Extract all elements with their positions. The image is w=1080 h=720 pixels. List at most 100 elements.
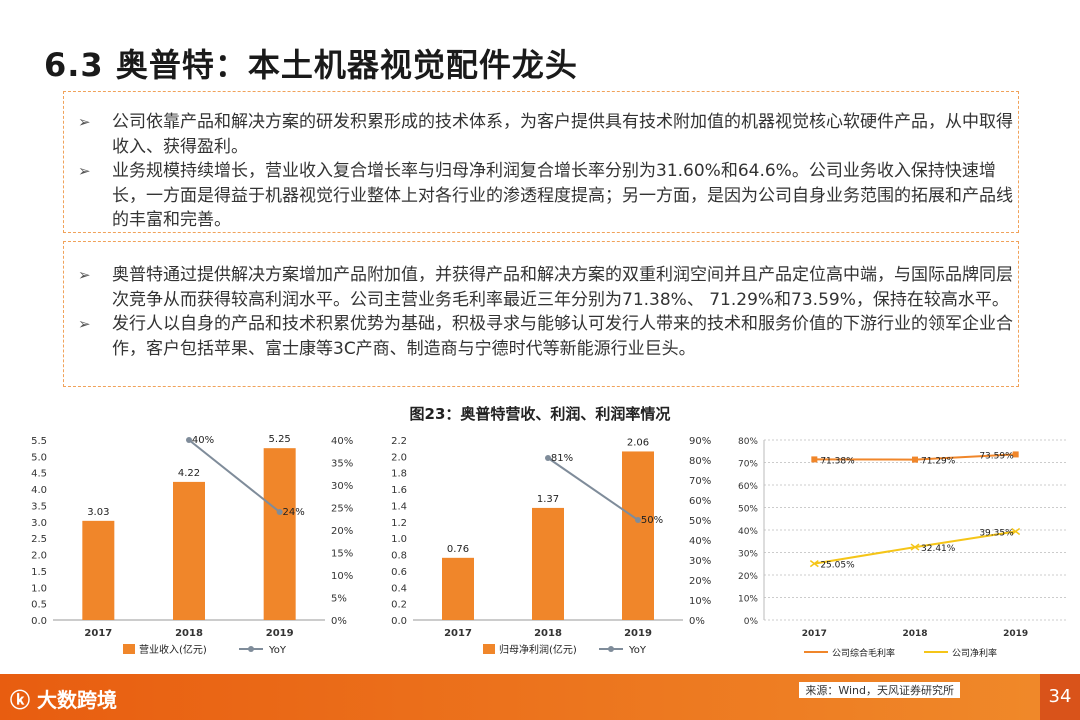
- bar-value-label: 1.37: [537, 494, 559, 505]
- legend-line-label: YoY: [628, 645, 647, 656]
- arrow-bullet-icon: ➢: [78, 315, 91, 333]
- figure-title: 图23：奥普特营收、利润、利润率情况: [409, 405, 671, 423]
- series-value-label: 25.05%: [820, 561, 855, 571]
- y2-tick-label: 20%: [689, 576, 711, 587]
- y-tick-label: 2.0: [31, 551, 47, 562]
- source-note: 来源：Wind，天风证券研究所: [799, 682, 960, 698]
- yoy-line: [547, 457, 639, 521]
- x-tick-label: 2018: [534, 628, 562, 639]
- y-tick-label: 1.4: [391, 501, 407, 512]
- x-tick-label: 2019: [266, 628, 294, 639]
- y-tick-label: 0.4: [391, 583, 407, 594]
- bullet-item: ➢ 业务规模持续增长，营业收入复合增长率与归母净利润复合增长率分别为31.60%和…: [64, 159, 1018, 233]
- y2-tick-label: 90%: [689, 436, 711, 447]
- y-tick-label: 1.0: [31, 583, 47, 594]
- y-tick-label: 1.2: [391, 518, 407, 529]
- y-tick-label: 0.5: [31, 600, 47, 611]
- revenue-chart: 0.0 0.5 1.0 1.5 2.0 2.5 3.0 3.5 4.0 4.5 5.0 5.5 0% 5%…: [31, 434, 353, 656]
- y-tick-label: 50%: [738, 505, 758, 515]
- y2-tick-label: 40%: [331, 436, 353, 447]
- y-tick-label: 20%: [738, 572, 758, 582]
- x-tick-label: 2019: [1003, 629, 1028, 639]
- x-tick-label: 2018: [175, 628, 203, 639]
- y-tick-label: 30%: [738, 550, 758, 560]
- x-tick-label: 2019: [624, 628, 652, 639]
- y-tick-label: 0.0: [391, 616, 407, 627]
- y-tick-label: 0.6: [391, 567, 407, 578]
- bullet-item: ➢ 公司依靠产品和解决方案的研发积累形成的技术体系，为客户提供具有技术附加值的机器…: [64, 110, 1018, 159]
- legend-line-marker: [248, 646, 254, 652]
- series-point: [912, 456, 918, 463]
- footer-logo: ⓚ 大数跨境: [10, 684, 117, 713]
- series-value-label: 71.29%: [921, 457, 956, 467]
- page-number: 34: [1040, 674, 1080, 720]
- x-tick-label: 2017: [84, 628, 112, 639]
- y-tick-label: 1.8: [391, 469, 407, 480]
- y-tick-label: 0.2: [391, 600, 407, 611]
- y-tick-label: 40%: [738, 527, 758, 537]
- x-tick-label: 2017: [444, 628, 472, 639]
- arrow-bullet-icon: ➢: [78, 113, 91, 131]
- y2-tick-label: 20%: [331, 526, 353, 537]
- text-box-1: ➢ 公司依靠产品和解决方案的研发积累形成的技术体系，为客户提供具有技术附加值的机器…: [63, 91, 1019, 233]
- y-tick-label: 60%: [738, 482, 758, 492]
- yoy-value-label: 24%: [283, 507, 305, 518]
- series-value-label: 71.38%: [820, 456, 855, 466]
- bar: [263, 448, 296, 620]
- y2-tick-label: 0%: [331, 616, 347, 627]
- y-tick-label: 0.0: [31, 616, 47, 627]
- y-tick-label: 80%: [738, 437, 758, 447]
- bar: [173, 481, 205, 620]
- bar: [82, 520, 115, 620]
- y-tick-label: 3.5: [31, 501, 47, 512]
- series-value-label: 73.59%: [979, 451, 1014, 461]
- series-point: [910, 543, 920, 551]
- y-tick-label: 70%: [738, 460, 758, 470]
- yoy-value-label: 50%: [641, 515, 663, 526]
- y-tick-label: 2.2: [391, 436, 407, 447]
- yoy-line: [188, 439, 281, 513]
- x-tick-label: 2018: [902, 629, 927, 639]
- bar-value-label: 3.03: [87, 507, 109, 518]
- legend-bar-swatch: [483, 644, 495, 654]
- brand-logo-icon: ⓚ: [10, 688, 30, 712]
- y-tick-label: 0.8: [391, 551, 407, 562]
- series-point: [1012, 451, 1019, 458]
- legend-bar-label: 归母净利润(亿元): [499, 643, 577, 656]
- series-value-label: 39.35%: [979, 528, 1014, 538]
- x-tick-label: 2017: [802, 629, 827, 639]
- legend-bar-label: 营业收入(亿元): [139, 643, 207, 656]
- yoy-point: [545, 455, 551, 461]
- y2-tick-label: 80%: [689, 456, 711, 467]
- text-box-2: ➢ 奥普特通过提供解决方案增加产品附加值，并获得产品和解决方案的双重利润空间并且产…: [63, 241, 1019, 387]
- yoy-value-label: 81%: [551, 453, 573, 464]
- page-title: 6.3 奥普特：本土机器视觉配件龙头: [44, 46, 578, 84]
- y-tick-label: 2.5: [31, 534, 47, 545]
- y-tick-label: 4.0: [31, 485, 47, 496]
- y-tick-label: 10%: [738, 595, 758, 605]
- y2-tick-label: 70%: [689, 476, 711, 487]
- bullet-text: 发行人以自身的产品和技术积累优势为基础，积极寻求与能够认可发行人带来的技术和服务…: [112, 314, 1013, 359]
- y2-tick-label: 30%: [689, 556, 711, 567]
- net-profit-chart: 0.0 0.2 0.4 0.6 0.8 1.0 1.2 1.4 1.6 1.8 2.0 2.2 0% 10…: [391, 436, 711, 656]
- y-tick-label: 5.5: [31, 436, 47, 447]
- yoy-point: [635, 517, 641, 523]
- bullet-text: 业务规模持续增长，营业收入复合增长率与归母净利润复合增长率分别为31.60%和6…: [112, 161, 1013, 230]
- bullet-item: ➢ 奥普特通过提供解决方案增加产品附加值，并获得产品和解决方案的双重利润空间并且产…: [64, 263, 1018, 312]
- yoy-point: [276, 509, 283, 515]
- y2-tick-label: 10%: [689, 596, 711, 607]
- y-tick-label: 0%: [744, 617, 759, 627]
- y-tick-label: 5.0: [31, 452, 47, 463]
- series-point: [809, 560, 819, 568]
- series-point: [1011, 527, 1021, 536]
- bar-value-label: 2.06: [627, 437, 649, 448]
- y-tick-label: 4.5: [31, 469, 47, 480]
- arrow-bullet-icon: ➢: [78, 266, 91, 284]
- y2-tick-label: 60%: [689, 496, 711, 507]
- margin-chart: 0% 10% 20% 30% 40% 50% 60% 70% 80% 2017 2018 2019 71…: [738, 437, 1066, 659]
- y2-tick-label: 15%: [331, 549, 353, 560]
- legend-label: 公司净利率: [952, 647, 997, 659]
- legend-line-marker: [608, 646, 614, 652]
- y-tick-label: 2.0: [391, 452, 407, 463]
- yoy-point: [186, 437, 192, 443]
